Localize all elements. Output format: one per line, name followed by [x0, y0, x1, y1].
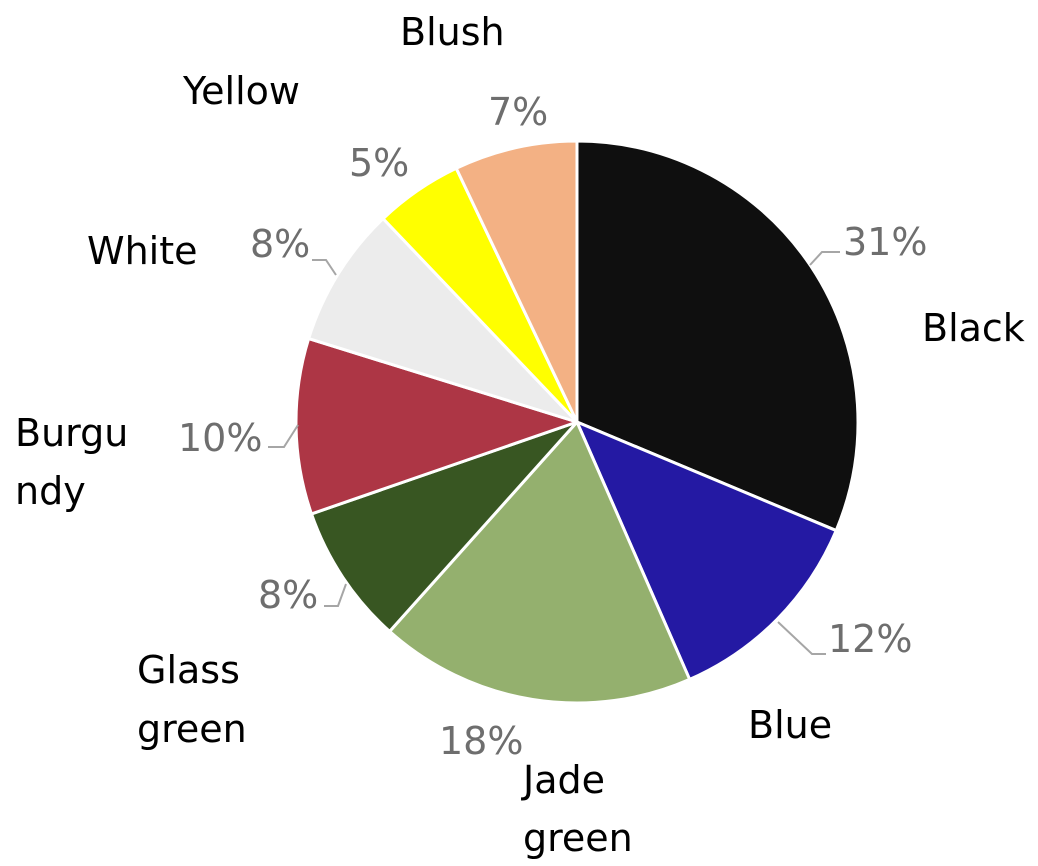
pct-label-black: 31% — [843, 220, 927, 264]
leader-line-glass-green — [324, 584, 346, 606]
pct-label-jade-green: 18% — [439, 719, 523, 763]
pct-label-blue: 12% — [828, 617, 912, 661]
pct-label-blush: 7% — [488, 90, 548, 134]
leader-line-blue — [778, 622, 826, 654]
category-label-burgundy: Burgu ndy — [15, 411, 128, 513]
leader-line-black — [810, 252, 840, 265]
category-label-jade-green: Jade green — [521, 758, 633, 860]
category-label-blush: Blush — [400, 10, 505, 54]
leader-line-white — [312, 260, 336, 275]
pct-label-burgundy: 10% — [178, 416, 262, 460]
pct-label-glass-green: 8% — [258, 573, 318, 617]
category-label-blue: Blue — [748, 703, 832, 747]
category-label-yellow: Yellow — [182, 69, 300, 113]
leader-line-burgundy — [268, 425, 298, 447]
category-label-black: Black — [922, 306, 1025, 350]
pct-label-yellow: 5% — [349, 141, 409, 185]
category-label-glass-green: Glass green — [137, 648, 247, 751]
pie-slices — [296, 141, 858, 703]
pct-label-white: 8% — [250, 222, 310, 266]
category-label-white: White — [87, 229, 198, 273]
